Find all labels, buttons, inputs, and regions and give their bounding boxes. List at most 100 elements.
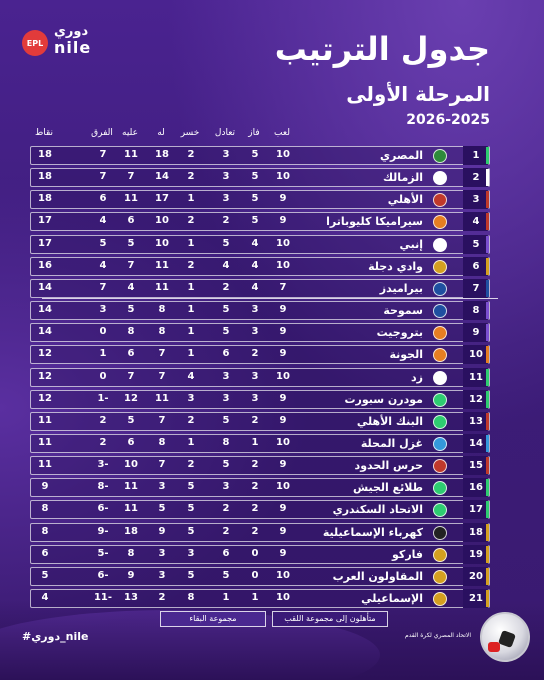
cell-gf: 3 xyxy=(158,481,166,493)
rank-color-bar xyxy=(486,346,489,364)
cell-pts: 12 xyxy=(38,348,52,360)
team-crest-icon xyxy=(433,171,447,186)
cell-pts: 12 xyxy=(38,392,52,404)
cell-ga: 5 xyxy=(127,237,135,249)
cell-ga: 8 xyxy=(127,326,135,338)
cell-won: 2 xyxy=(251,503,259,515)
rank-number: 13 xyxy=(463,411,489,431)
cell-won: 4 xyxy=(251,281,259,293)
cell-lost: 2 xyxy=(187,149,195,160)
rank-number: 14 xyxy=(463,433,489,453)
cell-ga: 11 xyxy=(124,481,138,493)
cell-played: 10 xyxy=(276,569,290,581)
cell-lost: 5 xyxy=(187,525,195,537)
cell-gf: 17 xyxy=(155,193,169,205)
team-name: بيراميدز xyxy=(379,281,423,295)
cell-played: 10 xyxy=(276,149,290,160)
cell-won: 3 xyxy=(251,392,259,404)
legend-relegation-group: مجموعة البقاء xyxy=(160,611,266,627)
cell-drawn: 3 xyxy=(222,392,230,404)
rank-number: 3 xyxy=(463,190,489,210)
team-name: فاركو xyxy=(392,547,423,561)
cell-won: 3 xyxy=(251,326,259,338)
cell-pts: 17 xyxy=(38,237,52,249)
team-name: زد xyxy=(411,370,423,384)
cell-drawn: 8 xyxy=(222,436,230,448)
season-label: 2026-2025 xyxy=(406,112,490,128)
cell-won: 0 xyxy=(251,569,259,581)
table-row: 1 المصري 10 5 3 2 18 11 7 18 xyxy=(30,146,490,165)
cell-drawn: 5 xyxy=(222,326,230,338)
cell-gf: 8 xyxy=(158,326,166,338)
rank-color-bar xyxy=(486,412,489,430)
header-pts: نقاط xyxy=(34,128,54,138)
cell-ga: 12 xyxy=(124,392,138,404)
cell-played: 9 xyxy=(279,348,287,360)
rank-color-bar xyxy=(486,457,489,475)
page-title: جدول الترتيب xyxy=(274,30,490,68)
cell-lost: 5 xyxy=(187,569,195,581)
cell-pts: 8 xyxy=(41,503,49,515)
cell-gd: 4 xyxy=(99,259,107,271)
table-row: 19 فاركو 9 0 6 3 3 8 5- 6 xyxy=(30,544,490,564)
cell-ga: 18 xyxy=(124,525,138,537)
cell-won: 1 xyxy=(251,592,259,603)
table-row: 15 حرس الحدود 9 2 5 2 7 10 3- 11 xyxy=(30,456,490,476)
cell-drawn: 3 xyxy=(222,171,230,183)
cell-gf: 3 xyxy=(158,547,166,559)
cell-gf: 14 xyxy=(155,171,169,183)
cell-played: 10 xyxy=(276,171,290,183)
cell-gf: 11 xyxy=(155,392,169,404)
hashtag: #دوري_nile xyxy=(22,630,89,643)
cell-gf: 11 xyxy=(155,259,169,271)
team-crest-icon xyxy=(433,259,447,274)
rank-number: 1 xyxy=(463,146,489,165)
cell-played: 10 xyxy=(276,592,290,603)
cell-pts: 14 xyxy=(38,326,52,338)
cell-pts: 5 xyxy=(41,569,49,581)
cell-gf: 10 xyxy=(155,215,169,227)
cell-played: 10 xyxy=(276,259,290,271)
table-row: 14 غزل المحلة 10 1 8 1 8 6 2 11 xyxy=(30,433,490,453)
cell-ga: 5 xyxy=(127,414,135,426)
cell-ga: 8 xyxy=(127,547,135,559)
cell-gd: 6 xyxy=(99,193,107,205)
rank-color-bar xyxy=(486,590,489,607)
team-crest-icon xyxy=(433,149,447,163)
cell-gf: 10 xyxy=(155,237,169,249)
cell-lost: 8 xyxy=(187,592,195,603)
cell-drawn: 5 xyxy=(222,459,230,471)
cell-gf: 2 xyxy=(158,592,166,603)
cell-drawn: 2 xyxy=(222,525,230,537)
cell-pts: 17 xyxy=(38,215,52,227)
team-name: الإسماعيلي xyxy=(361,592,423,605)
rank-color-bar xyxy=(486,279,489,297)
cell-drawn: 2 xyxy=(222,503,230,515)
team-crest-icon xyxy=(433,370,447,385)
cell-played: 10 xyxy=(276,436,290,448)
cell-drawn: 1 xyxy=(222,592,230,603)
rank-color-bar xyxy=(486,257,489,275)
cell-drawn: 5 xyxy=(222,569,230,581)
rank-color-bar xyxy=(486,390,489,408)
cell-gd: 4 xyxy=(99,215,107,227)
cell-gf: 8 xyxy=(158,436,166,448)
column-headers: لعب فاز تعادل خسر له عليه الفرق نقاط xyxy=(30,128,300,142)
team-crest-icon xyxy=(433,193,447,208)
rank-number: 7 xyxy=(463,278,489,298)
rank-color-bar xyxy=(486,169,489,187)
rank-color-bar xyxy=(486,213,489,231)
rank-color-bar xyxy=(486,368,489,386)
cell-ga: 9 xyxy=(127,569,135,581)
cell-drawn: 6 xyxy=(222,547,230,559)
cell-played: 9 xyxy=(279,459,287,471)
cell-lost: 1 xyxy=(187,193,195,205)
federation-name: الاتحاد المصري لكرة القدم xyxy=(404,632,472,639)
table-row: 12 مودرن سبورت 9 3 3 3 11 12 1- 12 xyxy=(30,389,490,409)
cell-won: 2 xyxy=(251,459,259,471)
team-crest-icon xyxy=(433,348,447,363)
cell-drawn: 5 xyxy=(222,304,230,316)
cell-ga: 6 xyxy=(127,348,135,360)
team-name: كهرباء الإسماعيلية xyxy=(322,525,423,539)
